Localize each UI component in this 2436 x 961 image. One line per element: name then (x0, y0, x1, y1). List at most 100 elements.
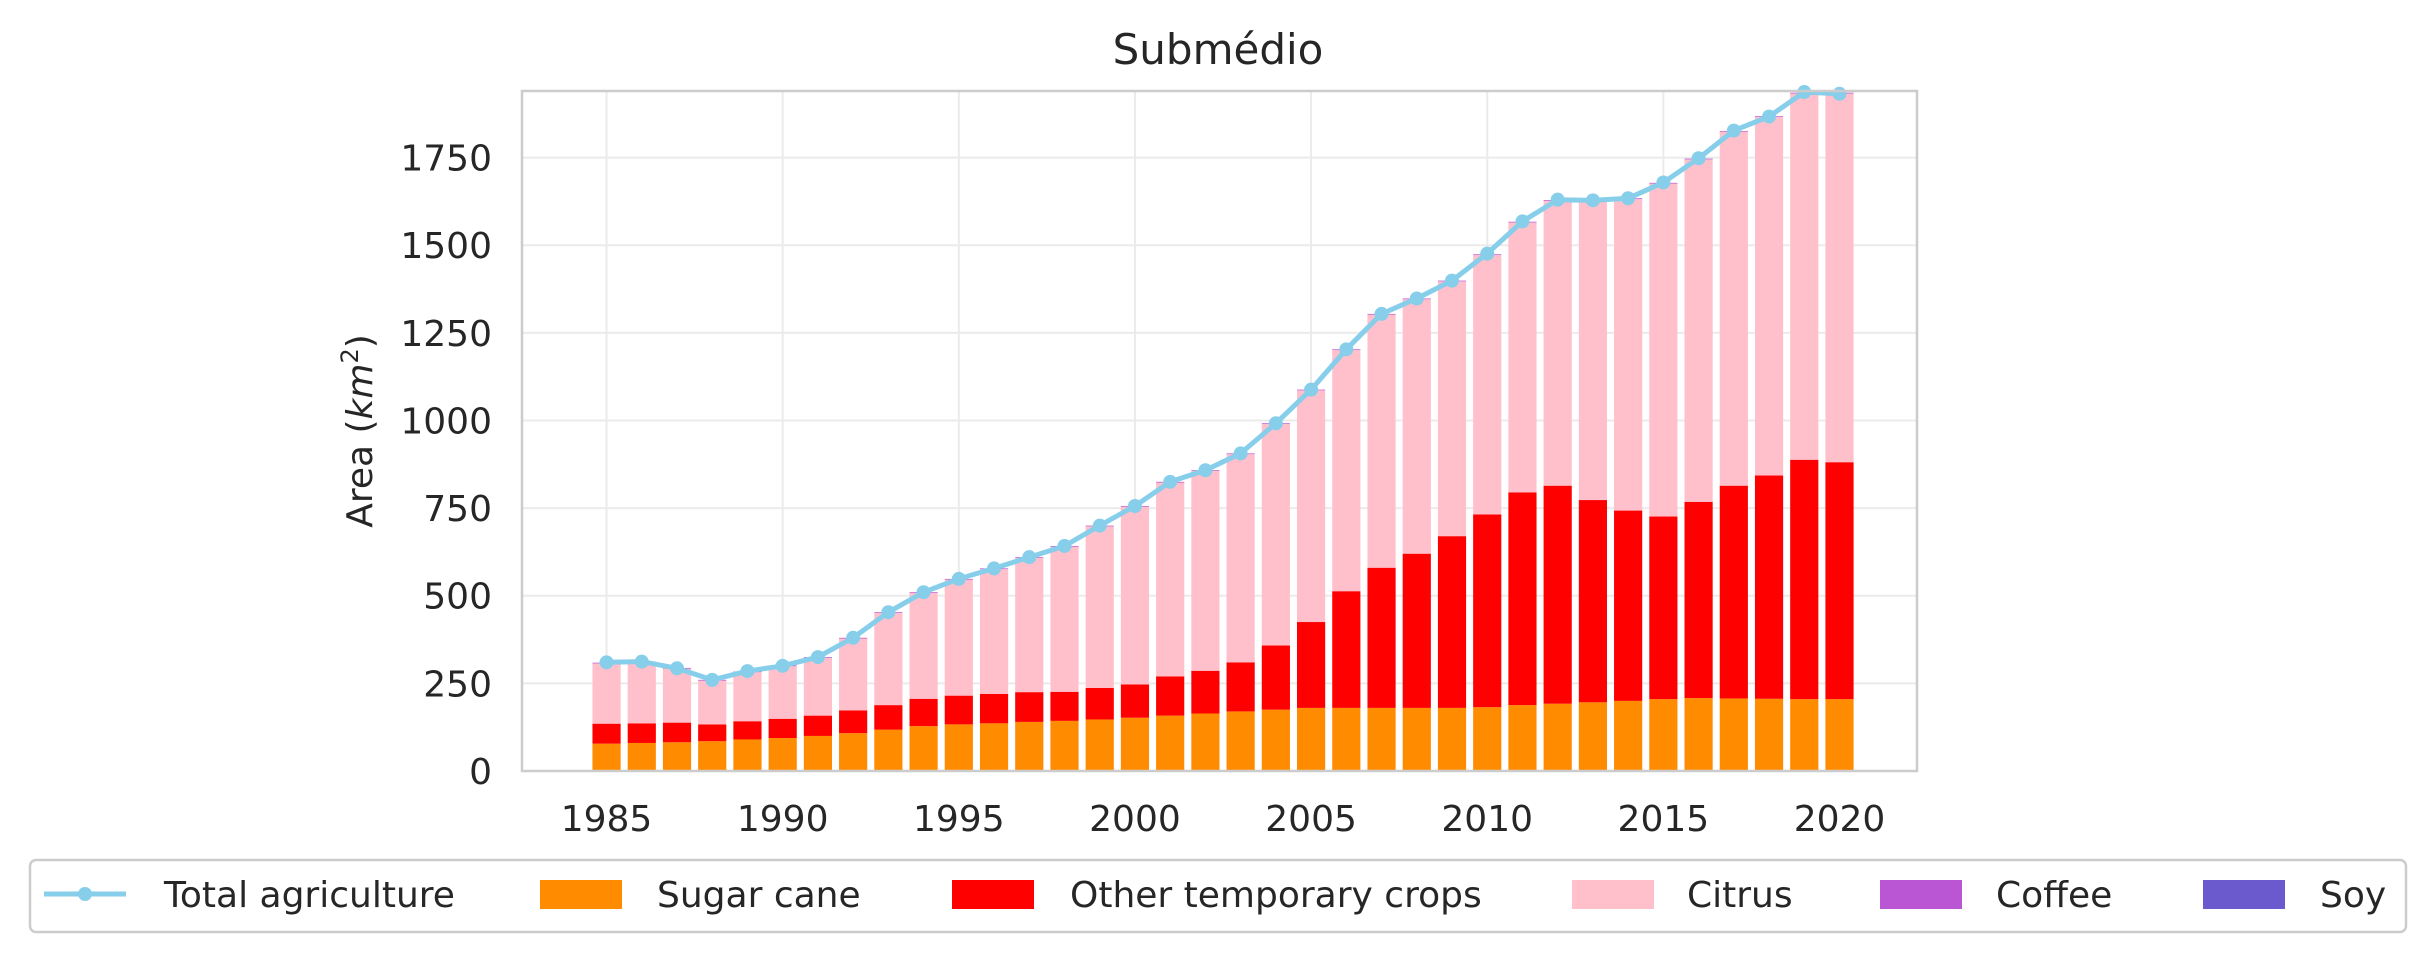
bar-sugar-cane-2018 (1754, 698, 1784, 771)
legend-handle-other-temporary-crops (952, 880, 1034, 909)
bar-sugar-cane-1994 (909, 726, 938, 771)
bar-sugar-cane-2011 (1508, 705, 1537, 771)
bar-other-temporary-crops-1988 (698, 724, 727, 742)
bar-other-temporary-crops-1996 (979, 693, 1009, 724)
y-tick-label: 0 (469, 752, 492, 793)
total-agriculture-point-1985 (599, 655, 614, 670)
legend-frame (28, 858, 2408, 934)
y-ticks: 0 250 500 750 1000 1250 1500 1750 (400, 139, 492, 793)
bar-citrus-2012 (1543, 200, 1572, 486)
bar-other-temporary-crops-2011 (1508, 492, 1537, 706)
y-tick-label: 750 (423, 489, 492, 530)
total-agriculture-point-1987 (670, 661, 684, 676)
bar-other-temporary-crops-1985 (592, 723, 621, 744)
bar-sugar-cane-1990 (768, 738, 797, 771)
bar-sugar-cane-2013 (1578, 702, 1607, 771)
plot-frame (520, 89, 1919, 773)
total-agriculture-point-1988 (705, 672, 720, 687)
bar-citrus-1994 (909, 592, 938, 699)
total-agriculture-point-1986 (634, 654, 649, 669)
bar-other-temporary-crops-1992 (839, 710, 868, 734)
bar-citrus-2001 (1156, 482, 1185, 677)
total-agriculture-point-2000 (1127, 499, 1142, 514)
x-tick-label: 2000 (1089, 799, 1181, 840)
bar-other-temporary-crops-2013 (1578, 500, 1607, 703)
bar-citrus-1993 (874, 612, 903, 706)
total-agriculture-point-1994 (916, 585, 931, 600)
total-agriculture-point-2001 (1163, 474, 1178, 489)
bar-citrus-2015 (1649, 183, 1678, 517)
bar-other-temporary-crops-2008 (1402, 553, 1431, 708)
bar-sugar-cane-1987 (662, 742, 692, 771)
bar-sugar-cane-2003 (1226, 711, 1255, 771)
bar-sugar-cane-1993 (874, 729, 903, 771)
total-agriculture-point-2006 (1339, 342, 1354, 357)
x-tick-label: 1990 (737, 799, 829, 840)
bar-other-temporary-crops-2017 (1719, 485, 1748, 699)
total-agriculture-point-1998 (1057, 538, 1072, 553)
bar-other-temporary-crops-1986 (627, 723, 656, 743)
bar-citrus-1996 (979, 569, 1009, 694)
x-tick-label: 2005 (1265, 799, 1357, 840)
total-agriculture-point-1999 (1092, 518, 1107, 533)
bar-sugar-cane-2017 (1719, 698, 1748, 771)
bar-citrus-1998 (1050, 546, 1079, 692)
total-agriculture-point-2014 (1621, 191, 1636, 206)
legend-marker-total-agriculture (78, 887, 92, 901)
legend: Total agriculture Sugar cane Other tempora… (28, 858, 2408, 934)
bar-citrus-2010 (1473, 255, 1502, 515)
total-agriculture-point-2011 (1515, 214, 1530, 229)
total-agriculture-point-2008 (1409, 291, 1424, 306)
bar-other-temporary-crops-2000 (1120, 684, 1150, 718)
bar-sugar-cane-1992 (839, 733, 868, 771)
bar-citrus-1992 (839, 638, 868, 711)
bar-sugar-cane-2020 (1825, 699, 1854, 771)
bar-citrus-2017 (1719, 131, 1748, 486)
y-tick-label: 1500 (400, 226, 492, 267)
y-tick-label: 1750 (400, 139, 492, 180)
bar-other-temporary-crops-1997 (1015, 692, 1044, 722)
bar-citrus-1985 (592, 663, 621, 724)
total-agriculture-point-2004 (1268, 416, 1283, 431)
total-agriculture-point-2012 (1550, 192, 1565, 207)
bar-other-temporary-crops-2016 (1684, 501, 1713, 699)
bar-sugar-cane-1995 (944, 724, 973, 771)
total-agriculture-point-2005 (1304, 382, 1319, 397)
bar-sugar-cane-1997 (1015, 721, 1044, 771)
bar-sugar-cane-2009 (1437, 707, 1467, 771)
y-axis-label: Area (km2) (336, 334, 381, 528)
bar-citrus-2018 (1754, 116, 1784, 476)
bar-other-temporary-crops-1990 (768, 718, 797, 739)
bar-other-temporary-crops-1994 (909, 698, 938, 727)
legend-label-citrus: Citrus (1687, 875, 1793, 916)
total-agriculture-point-1997 (1022, 550, 1037, 565)
bar-sugar-cane-2012 (1543, 703, 1572, 771)
bar-citrus-1990 (768, 666, 797, 719)
bar-sugar-cane-1988 (698, 741, 727, 771)
y-tick-label: 1000 (400, 401, 492, 442)
bar-sugar-cane-2002 (1191, 713, 1220, 771)
bar-other-temporary-crops-2018 (1754, 475, 1784, 699)
bar-citrus-2013 (1578, 201, 1607, 501)
bar-other-temporary-crops-2007 (1367, 567, 1396, 708)
bar-citrus-2007 (1367, 314, 1396, 568)
bar-sugar-cane-2007 (1367, 707, 1396, 771)
bar-citrus-1997 (1015, 557, 1044, 693)
total-agriculture-point-1993 (881, 605, 896, 620)
total-agriculture-point-1992 (846, 630, 861, 645)
bar-sugar-cane-2001 (1156, 715, 1185, 771)
bar-sugar-cane-1989 (733, 739, 762, 771)
bar-other-temporary-crops-1995 (944, 695, 973, 725)
bar-other-temporary-crops-2003 (1226, 662, 1255, 712)
bar-citrus-2020 (1825, 93, 1854, 463)
bar-sugar-cane-2014 (1614, 700, 1643, 771)
total-agriculture-point-2002 (1198, 463, 1213, 478)
x-tick-label: 2020 (1794, 799, 1886, 840)
bar-other-temporary-crops-2014 (1614, 510, 1643, 701)
bar-citrus-1986 (627, 662, 656, 724)
bar-other-temporary-crops-2015 (1649, 516, 1678, 700)
bar-other-temporary-crops-2006 (1332, 591, 1361, 708)
bar-sugar-cane-2019 (1790, 699, 1819, 771)
total-agriculture-point-1995 (951, 571, 966, 586)
bar-sugar-cane-1985 (592, 743, 621, 771)
